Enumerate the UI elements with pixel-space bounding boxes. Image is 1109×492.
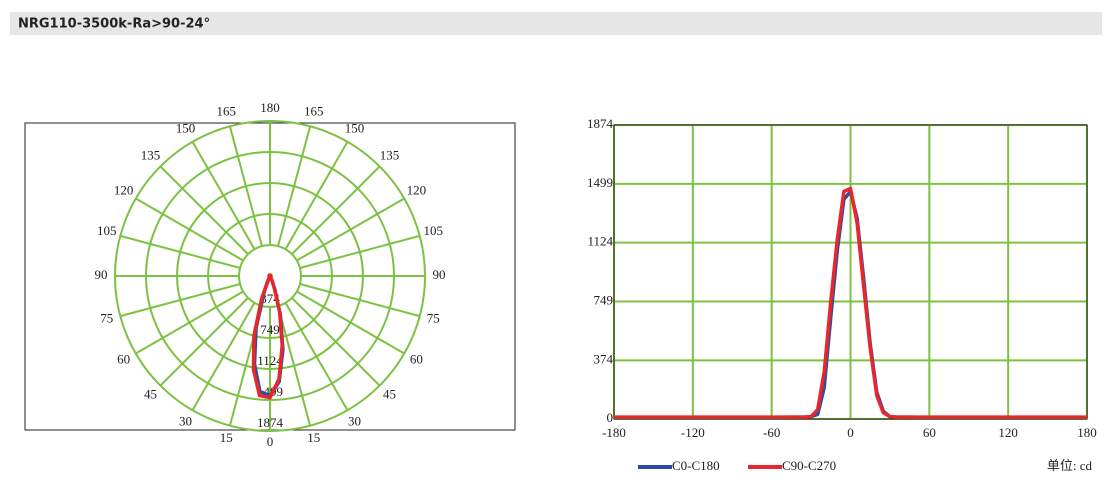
y-tick-label: 1499: [587, 175, 613, 190]
angle-tick-label: 75: [100, 311, 113, 326]
polar-spoke: [159, 297, 249, 387]
x-tick-label: 180: [1077, 425, 1097, 440]
radial-tick-label: 749: [260, 322, 280, 337]
legend-label: C0-C180: [672, 458, 720, 473]
angle-tick-label: 90: [433, 267, 446, 282]
radial-tick-label: 1124: [257, 353, 283, 368]
angle-tick-label: 15: [220, 430, 233, 445]
angle-tick-label: 30: [179, 413, 192, 428]
x-tick-label: -120: [681, 425, 705, 440]
angle-tick-label: 75: [427, 311, 440, 326]
y-tick-label: 0: [607, 410, 614, 425]
angle-tick-label: 60: [117, 351, 130, 366]
polar-spoke: [277, 126, 312, 247]
header-bar: [10, 12, 1102, 35]
angle-tick-label: 165: [217, 104, 237, 119]
angle-tick-label: 180: [260, 100, 280, 115]
polar-spoke: [299, 234, 420, 269]
series-line: [614, 186, 1087, 419]
polar-spoke: [296, 290, 405, 355]
y-tick-label: 1124: [587, 234, 613, 249]
angle-tick-label: 30: [348, 413, 361, 428]
angle-tick-label: 135: [380, 147, 400, 162]
x-tick-label: 0: [847, 425, 854, 440]
polar-spoke: [284, 141, 349, 250]
x-tick-label: 60: [923, 425, 936, 440]
polar-spoke: [135, 290, 244, 355]
polar-spoke: [291, 165, 381, 255]
polar-spoke: [191, 302, 256, 411]
angle-tick-label: 0: [267, 434, 274, 449]
angle-tick-label: 120: [407, 182, 427, 197]
polar-spoke: [299, 283, 420, 318]
polar-spoke: [120, 234, 241, 269]
y-tick-label: 749: [594, 292, 614, 307]
polar-spoke: [191, 141, 256, 250]
angle-tick-label: 90: [95, 267, 108, 282]
y-tick-label: 1874: [587, 116, 614, 131]
page-title: NRG110-3500k-Ra>90-24°: [18, 17, 210, 32]
polar-spoke: [120, 283, 241, 318]
y-tick-label: 374: [594, 351, 614, 366]
legend-label: C90-C270: [782, 458, 836, 473]
polar-spoke: [284, 302, 349, 411]
angle-tick-label: 105: [97, 223, 117, 238]
plot-frame: [613, 124, 1088, 420]
x-tick-label: -60: [763, 425, 780, 440]
polar-spoke: [277, 305, 312, 426]
angle-tick-label: 150: [345, 121, 365, 136]
angle-tick-label: 15: [307, 430, 320, 445]
angle-tick-label: 105: [423, 223, 443, 238]
angle-tick-label: 45: [144, 386, 157, 401]
x-tick-label: 120: [998, 425, 1018, 440]
polar-spoke: [291, 297, 381, 387]
polar-spoke: [228, 126, 263, 247]
angle-tick-label: 150: [176, 121, 196, 136]
x-tick-label: -180: [602, 425, 626, 440]
polar-spoke: [135, 197, 244, 262]
angle-tick-label: 135: [141, 147, 161, 162]
polar-spoke: [159, 165, 249, 255]
polar-curve: [251, 273, 284, 400]
radial-tick-label: 1874: [257, 415, 284, 430]
angle-tick-label: 60: [410, 351, 423, 366]
angle-tick-label: 165: [304, 104, 324, 119]
angle-tick-label: 120: [114, 182, 134, 197]
unit-label: 单位: cd: [1047, 458, 1093, 473]
angle-tick-label: 45: [383, 386, 396, 401]
polar-spoke: [296, 197, 405, 262]
